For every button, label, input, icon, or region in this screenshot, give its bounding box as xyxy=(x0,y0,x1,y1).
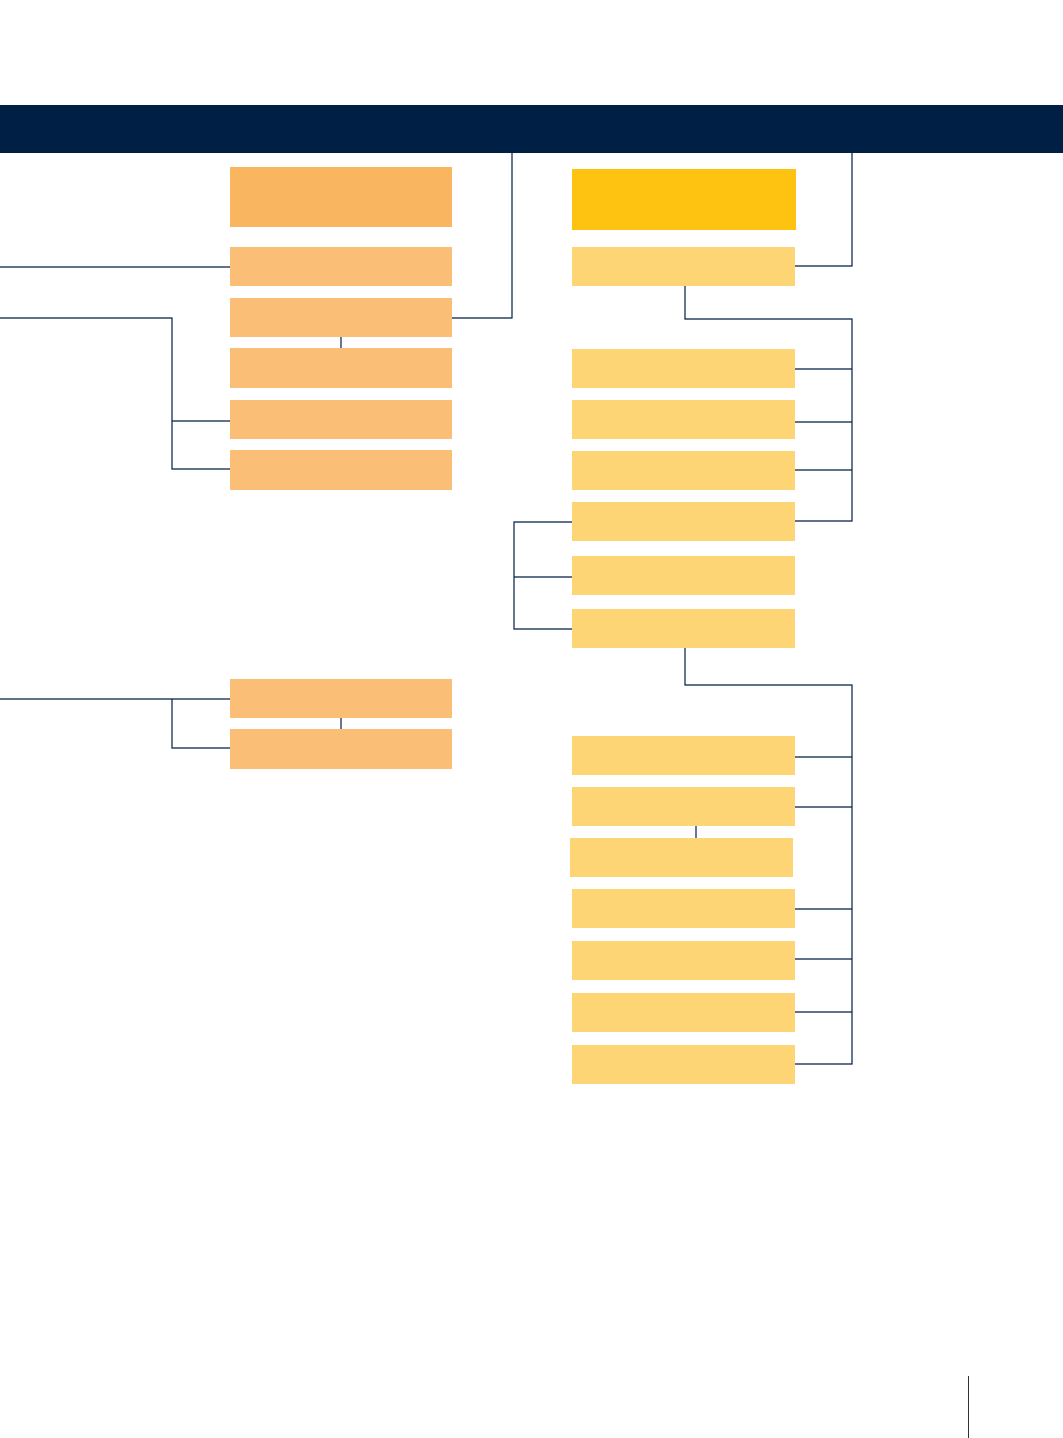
right-box-11 xyxy=(572,889,795,928)
right-box-13 xyxy=(572,993,795,1032)
left-box-7 xyxy=(230,729,452,769)
left-box-2 xyxy=(230,298,452,337)
org-chart-header-bar xyxy=(0,105,1063,153)
connector-right-group1 xyxy=(684,286,853,522)
left-head-box xyxy=(230,167,452,227)
right-box-12 xyxy=(572,941,795,980)
connector-header-right xyxy=(795,153,853,267)
connector-header-left xyxy=(452,153,513,319)
right-box-2 xyxy=(572,349,795,388)
left-box-4 xyxy=(230,400,452,439)
left-box-3 xyxy=(230,348,452,388)
right-box-6 xyxy=(572,556,795,595)
right-box-8 xyxy=(572,736,795,775)
right-box-3 xyxy=(572,400,795,439)
left-box-1 xyxy=(230,247,452,286)
connector-left-5 xyxy=(171,699,230,749)
right-box-1 xyxy=(572,247,795,286)
right-box-5 xyxy=(572,502,795,541)
right-box-4 xyxy=(572,451,795,490)
left-box-6 xyxy=(230,679,452,718)
connector-right-bracket xyxy=(513,521,572,630)
right-head-box xyxy=(572,169,796,230)
right-box-14 xyxy=(572,1045,795,1084)
connector-left-2 xyxy=(0,317,230,470)
left-box-5 xyxy=(230,450,452,490)
right-box-10 xyxy=(570,838,793,877)
connector-right-group2 xyxy=(684,648,853,1065)
page-divider-line xyxy=(968,1376,969,1438)
right-box-9 xyxy=(572,787,795,826)
right-box-7 xyxy=(572,609,795,648)
